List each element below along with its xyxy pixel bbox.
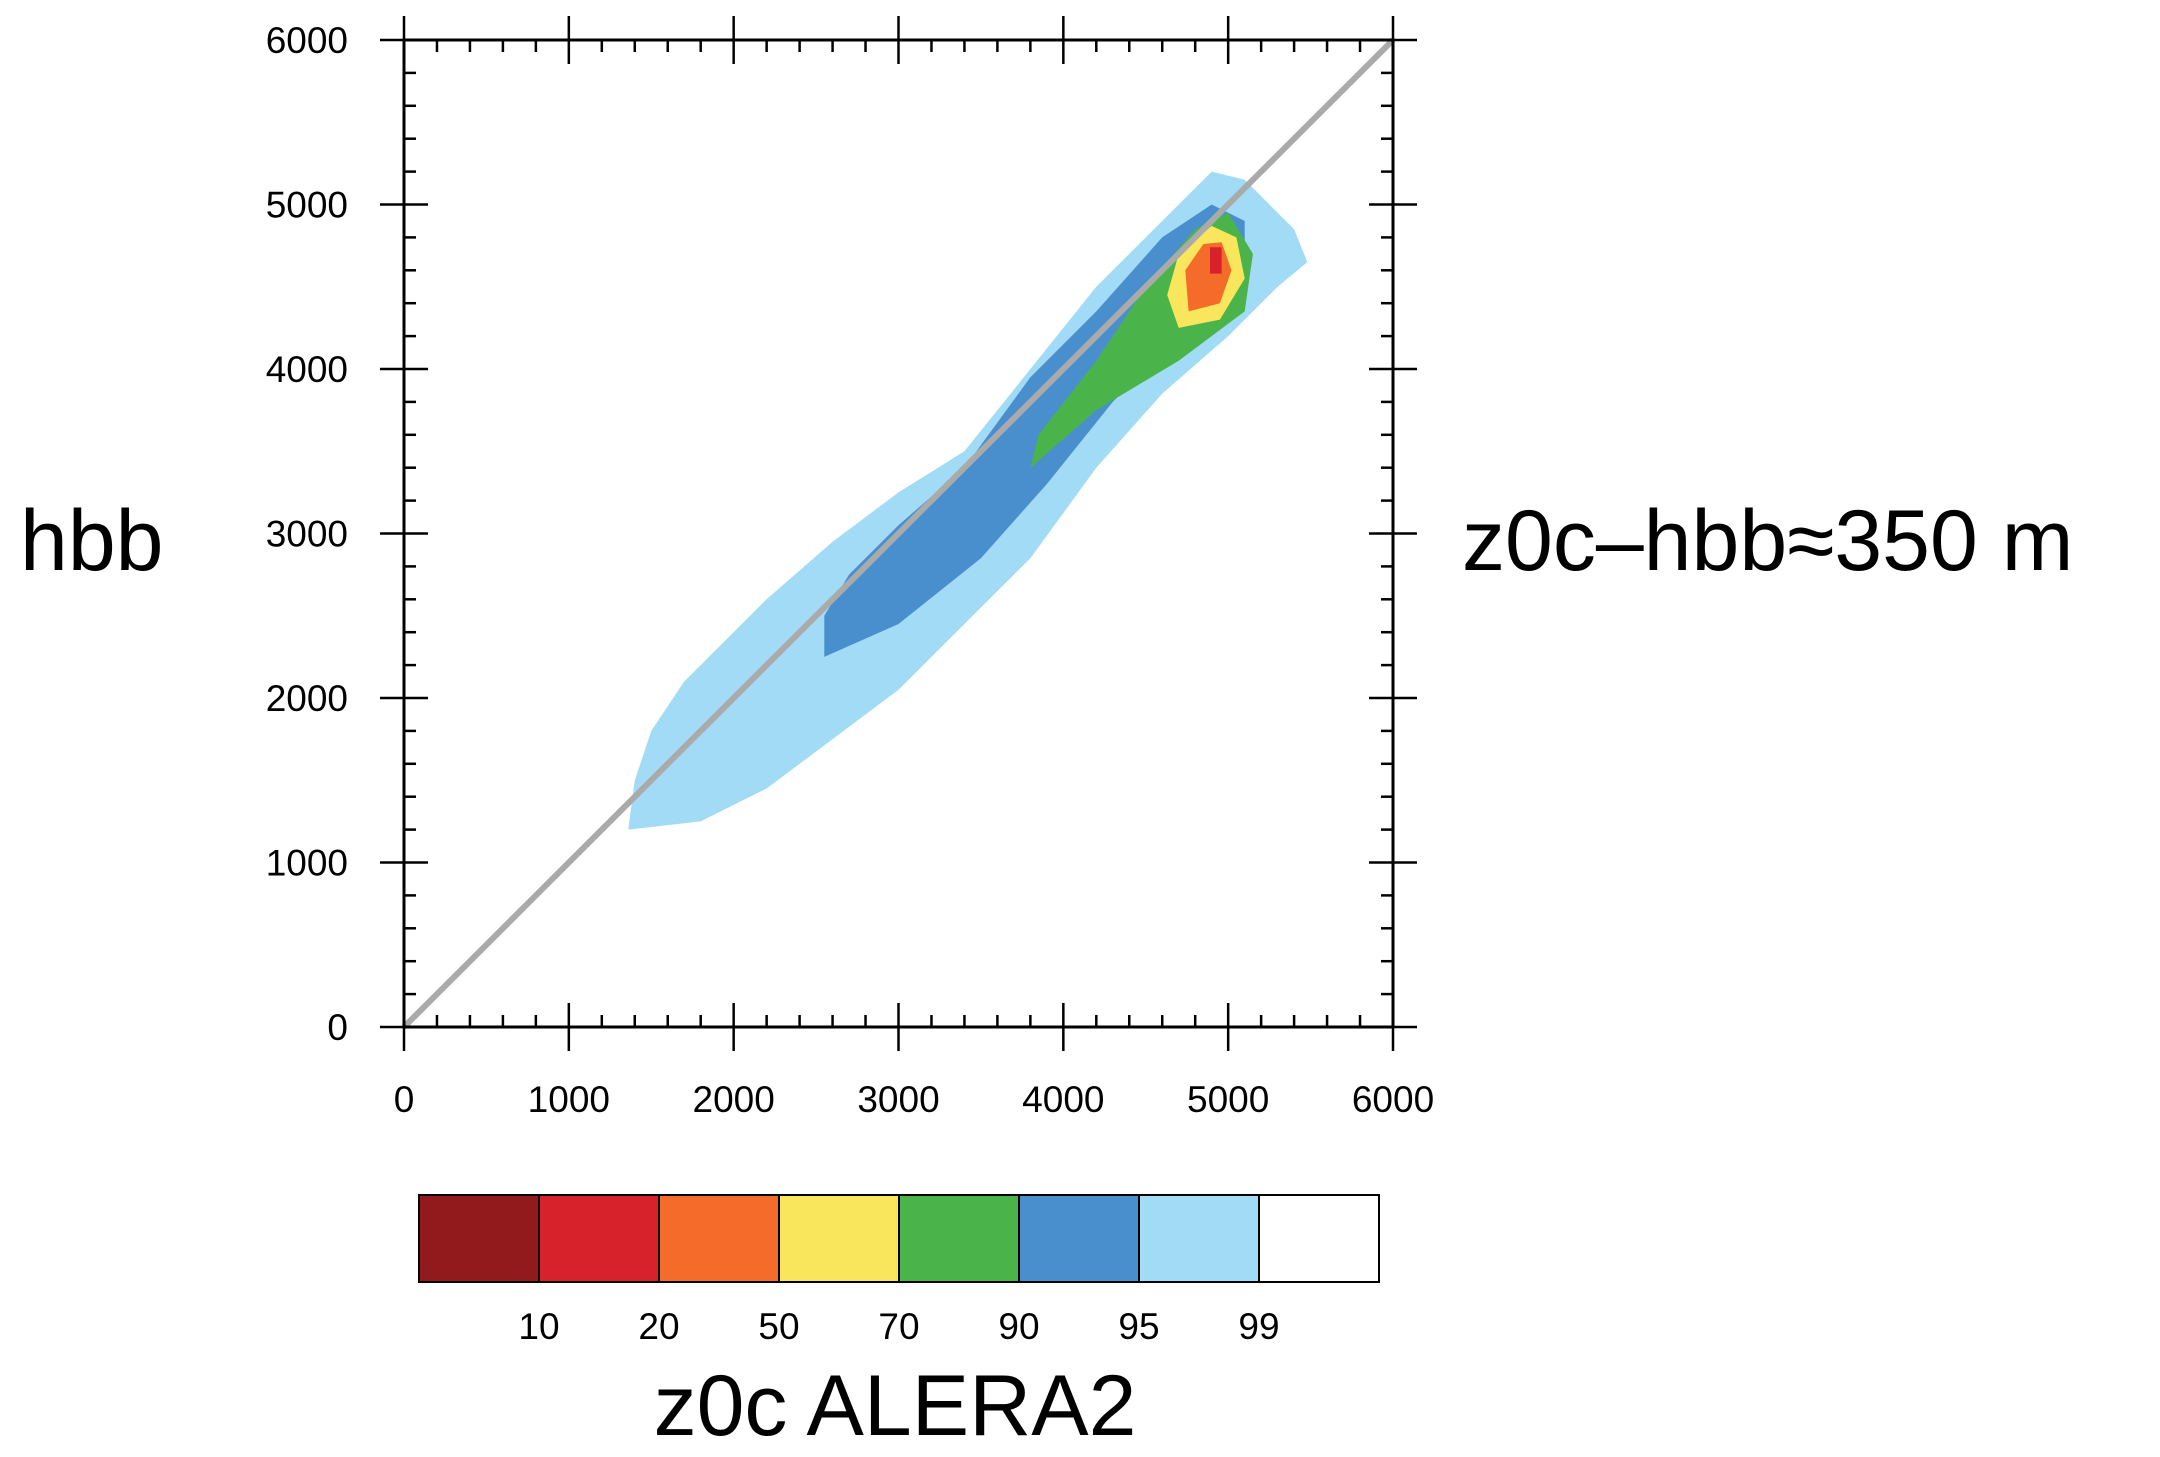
colorbar-swatch — [658, 1194, 780, 1283]
x-tick-label: 0 — [394, 1079, 415, 1120]
colorbar-labels: 10 20 50 70 90 95 99 — [518, 1306, 1279, 1347]
colorbar-label: 10 — [518, 1306, 559, 1347]
colorbar-label: 20 — [638, 1306, 679, 1347]
colorbar — [418, 1194, 1380, 1283]
x-tick-label: 4000 — [1022, 1079, 1104, 1120]
y-tick-label: 5000 — [266, 185, 348, 226]
colorbar-label: 95 — [1118, 1306, 1159, 1347]
y-tick-label: 6000 — [266, 20, 348, 61]
annotation-label: z0c–hbb≈350 m — [1462, 493, 2073, 589]
x-tick-label: 5000 — [1187, 1079, 1269, 1120]
colorbar-swatch — [538, 1194, 660, 1283]
y-tick-label: 3000 — [266, 514, 348, 555]
colorbar-label: 99 — [1238, 1306, 1279, 1347]
y-tick-label: 4000 — [266, 349, 348, 390]
y-tick-label: 2000 — [266, 678, 348, 719]
colorbar-swatch — [898, 1194, 1020, 1283]
x-tick-label: 1000 — [528, 1079, 610, 1120]
reference-line — [401, 37, 1396, 1030]
y-axis-label: hbb — [20, 493, 164, 589]
x-tick-label: 3000 — [857, 1079, 939, 1120]
y-tick-label: 0 — [327, 1007, 348, 1048]
x-tick-label: 2000 — [693, 1079, 775, 1120]
colorbar-label: 90 — [998, 1306, 1039, 1347]
colorbar-label: 70 — [878, 1306, 919, 1347]
contour-level-20 — [1210, 247, 1222, 274]
x-axis-label: z0c ALERA2 — [654, 1358, 1137, 1454]
colorbar-swatch — [418, 1194, 540, 1283]
contour-layer — [628, 171, 1308, 830]
y-tick-label: 1000 — [266, 843, 348, 884]
colorbar-swatch — [1258, 1194, 1380, 1283]
y-tick-labels: 0 1000 2000 3000 4000 5000 6000 — [266, 20, 348, 1048]
colorbar-swatch — [1138, 1194, 1260, 1283]
colorbar-swatch — [1018, 1194, 1140, 1283]
axis-ticks — [380, 16, 1417, 1051]
x-tick-labels: 0 1000 2000 3000 4000 5000 6000 — [394, 1079, 1434, 1120]
colorbar-swatch — [778, 1194, 900, 1283]
colorbar-label: 50 — [758, 1306, 799, 1347]
x-tick-label: 6000 — [1352, 1079, 1434, 1120]
